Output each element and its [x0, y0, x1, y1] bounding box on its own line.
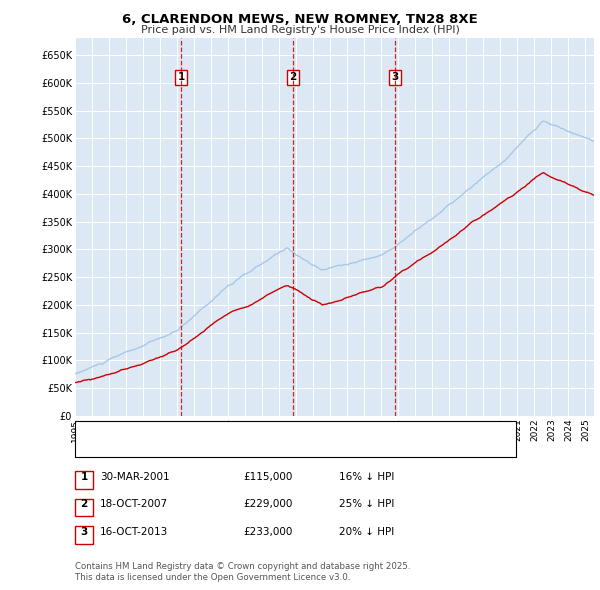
Text: 18-OCT-2007: 18-OCT-2007	[100, 500, 169, 509]
Text: 6, CLARENDON MEWS, NEW ROMNEY, TN28 8XE: 6, CLARENDON MEWS, NEW ROMNEY, TN28 8XE	[122, 13, 478, 26]
Text: 3: 3	[391, 72, 398, 82]
Text: 1: 1	[178, 72, 185, 82]
Text: Contains HM Land Registry data © Crown copyright and database right 2025.
This d: Contains HM Land Registry data © Crown c…	[75, 562, 410, 582]
Text: 2: 2	[80, 500, 88, 509]
Text: 30-MAR-2001: 30-MAR-2001	[100, 472, 170, 481]
Text: 16% ↓ HPI: 16% ↓ HPI	[339, 472, 394, 481]
Text: Price paid vs. HM Land Registry's House Price Index (HPI): Price paid vs. HM Land Registry's House …	[140, 25, 460, 35]
Text: £115,000: £115,000	[243, 472, 292, 481]
Text: £233,000: £233,000	[243, 527, 292, 537]
Text: 3: 3	[80, 527, 88, 537]
Text: 25% ↓ HPI: 25% ↓ HPI	[339, 500, 394, 509]
Text: 2: 2	[289, 72, 296, 82]
Text: 6, CLARENDON MEWS, NEW ROMNEY, TN28 8XE (detached house): 6, CLARENDON MEWS, NEW ROMNEY, TN28 8XE …	[104, 425, 430, 435]
Text: 20% ↓ HPI: 20% ↓ HPI	[339, 527, 394, 537]
Text: HPI: Average price, detached house, Folkestone and Hythe: HPI: Average price, detached house, Folk…	[104, 440, 391, 449]
Text: 1: 1	[80, 472, 88, 481]
Text: 16-OCT-2013: 16-OCT-2013	[100, 527, 169, 537]
Text: £229,000: £229,000	[243, 500, 292, 509]
